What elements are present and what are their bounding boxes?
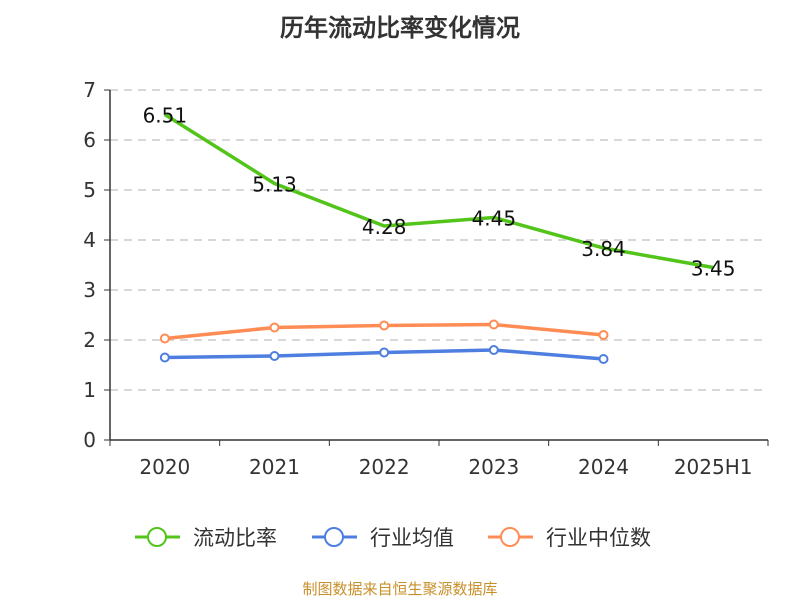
data-label: 3.45 (691, 257, 736, 281)
legend-label-0: 流动比率 (193, 526, 277, 550)
data-point (269, 322, 280, 333)
data-point (488, 345, 499, 355)
x-tick-label: 2024 (578, 455, 629, 479)
x-tick-label: 2020 (139, 455, 190, 479)
y-tick-label: 7 (83, 78, 96, 102)
data-point (159, 352, 170, 363)
data-point (379, 320, 390, 331)
x-tick-label: 2021 (249, 455, 300, 479)
series-line-0 (163, 113, 714, 270)
source-note: 制图数据来自恒生聚源数据库 (302, 580, 498, 598)
data-point (269, 351, 280, 361)
y-tick-label: 1 (83, 378, 96, 402)
chart-title: 历年流动比率变化情况 (280, 14, 520, 42)
x-tick-label: 2023 (468, 455, 519, 479)
y-tick-label: 2 (83, 328, 96, 352)
x-tick-label: 2022 (359, 455, 410, 479)
data-point (379, 347, 390, 358)
data-point (488, 319, 499, 330)
data-point (159, 333, 170, 344)
y-tick-label: 6 (83, 128, 96, 152)
legend-label-2: 行业中位数 (546, 526, 651, 550)
legend-marker (324, 527, 344, 547)
data-point (598, 354, 609, 364)
data-label: 6.51 (143, 104, 188, 128)
legend-marker (500, 527, 520, 547)
y-tick-label: 3 (83, 278, 96, 302)
data-label: 3.84 (581, 237, 626, 261)
y-tick-label: 0 (83, 428, 96, 452)
y-tick-label: 4 (83, 228, 96, 252)
y-tick-label: 5 (83, 178, 96, 202)
data-label: 5.13 (252, 173, 297, 197)
x-tick-label: 2025H1 (674, 455, 753, 479)
data-label: 4.45 (472, 207, 517, 231)
legend-label-1: 行业均值 (370, 526, 454, 550)
data-point (598, 330, 609, 340)
data-label: 4.28 (362, 215, 407, 239)
legend-marker (147, 527, 167, 547)
